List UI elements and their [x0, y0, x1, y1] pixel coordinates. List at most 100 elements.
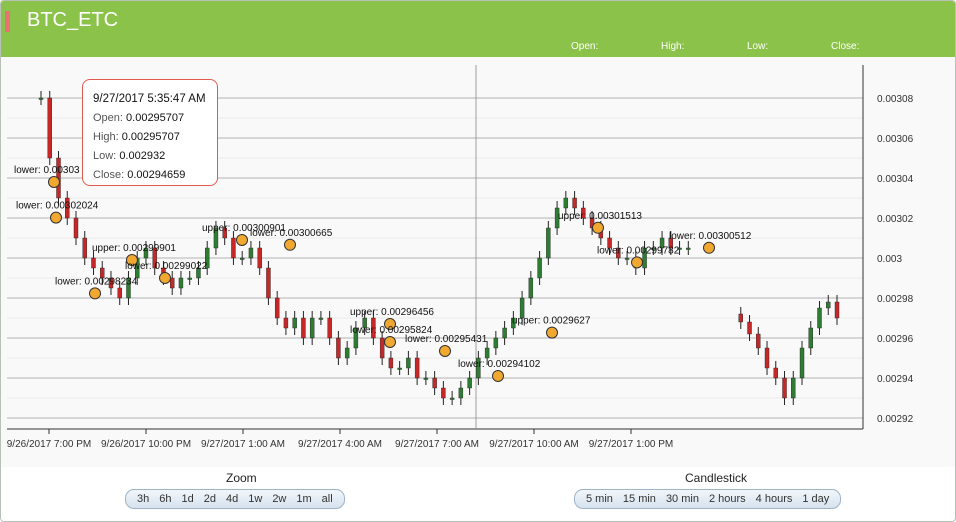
candle-body-9[interactable]	[117, 287, 122, 299]
annotation-marker-12[interactable]	[592, 221, 604, 234]
candle-body-44[interactable]	[423, 377, 429, 380]
candle-body-24[interactable]	[248, 247, 254, 259]
candle-body-47[interactable]	[449, 397, 455, 400]
zoom-button-7[interactable]: 1m	[296, 493, 312, 505]
candle-body-41[interactable]	[397, 367, 402, 370]
candle-body-39[interactable]	[379, 337, 385, 359]
candle-body-87[interactable]	[799, 347, 805, 379]
annotation-marker-11[interactable]	[546, 326, 558, 339]
candle-body-31[interactable]	[309, 317, 315, 339]
candle-body-81[interactable]	[747, 321, 752, 335]
candle-body-25[interactable]	[257, 247, 262, 269]
candle-body-23[interactable]	[239, 257, 245, 260]
candle-body-13[interactable]	[152, 247, 157, 269]
candle-body-91[interactable]	[834, 301, 840, 319]
candle-body-0[interactable]	[38, 97, 44, 100]
candle-body-82[interactable]	[756, 333, 761, 349]
candlestick-button-3[interactable]: 2 hours	[708, 493, 746, 505]
annotation-marker-2[interactable]	[89, 287, 101, 300]
candle-body-73[interactable]	[677, 247, 682, 250]
annotation-marker-0[interactable]	[48, 176, 60, 188]
candle-body-48[interactable]	[458, 387, 464, 399]
candle-body-7[interactable]	[100, 267, 105, 279]
candle-body-58[interactable]	[546, 227, 551, 259]
candle-body-15[interactable]	[170, 277, 175, 289]
candle-body-50[interactable]	[476, 357, 481, 379]
candle-body-85[interactable]	[782, 377, 787, 399]
candle-body-53[interactable]	[502, 327, 507, 339]
candle-body-27[interactable]	[274, 297, 280, 319]
candle-body-38[interactable]	[371, 317, 376, 339]
candle-body-69[interactable]	[642, 247, 647, 269]
candle-body-59[interactable]	[554, 207, 560, 229]
candle-body-86[interactable]	[791, 377, 796, 399]
zoom-button-8[interactable]: all	[321, 493, 333, 505]
candlestick-button-2[interactable]: 30 min	[665, 493, 699, 505]
annotation-marker-7[interactable]	[384, 318, 396, 330]
candle-body-29[interactable]	[292, 317, 297, 329]
annotation-marker-14[interactable]	[703, 241, 715, 254]
candle-body-45[interactable]	[432, 377, 437, 389]
annotation-marker-13[interactable]	[631, 256, 643, 269]
candle-body-56[interactable]	[528, 277, 534, 299]
zoom-button-4[interactable]: 4d	[226, 493, 239, 505]
candle-body-19[interactable]	[204, 247, 210, 269]
candle-body-26[interactable]	[266, 267, 271, 299]
candle-body-67[interactable]	[624, 257, 630, 260]
candlestick-button-5[interactable]: 1 day	[802, 493, 830, 505]
candle-body-33[interactable]	[327, 317, 332, 339]
candle-body-22[interactable]	[231, 237, 236, 259]
annotation-marker-4[interactable]	[159, 272, 171, 284]
candle-body-70[interactable]	[651, 247, 656, 250]
candle-body-51[interactable]	[484, 347, 490, 359]
candle-body-1[interactable]	[47, 97, 52, 159]
candle-body-89[interactable]	[817, 307, 822, 329]
candlestick-button-1[interactable]: 15 min	[622, 493, 656, 505]
annotation-marker-3[interactable]	[126, 254, 138, 266]
candle-body-18[interactable]	[196, 267, 201, 279]
candle-body-88[interactable]	[808, 327, 813, 349]
candle-body-52[interactable]	[493, 337, 499, 349]
candle-body-40[interactable]	[388, 357, 394, 369]
candle-body-60[interactable]	[563, 197, 569, 209]
candle-body-71[interactable]	[659, 237, 665, 249]
annotation-marker-6[interactable]	[284, 238, 296, 251]
candle-body-43[interactable]	[414, 357, 420, 379]
zoom-button-6[interactable]: 2w	[272, 493, 287, 505]
candlestick-button-0[interactable]: 5 min	[586, 493, 613, 505]
candle-body-55[interactable]	[519, 297, 525, 319]
candle-body-28[interactable]	[283, 317, 289, 329]
candle-body-12[interactable]	[143, 247, 149, 259]
candle-body-21[interactable]	[222, 227, 227, 239]
annotation-marker-1[interactable]	[50, 211, 62, 224]
candle-body-5[interactable]	[82, 237, 87, 259]
candle-body-3[interactable]	[65, 197, 70, 219]
candle-body-32[interactable]	[318, 317, 324, 320]
candle-body-54[interactable]	[511, 317, 516, 329]
candle-body-46[interactable]	[441, 387, 446, 399]
candle-body-65[interactable]	[607, 237, 612, 249]
zoom-button-2[interactable]: 1d	[181, 493, 194, 505]
candle-body-8[interactable]	[108, 277, 114, 289]
candle-body-66[interactable]	[616, 247, 621, 259]
candle-body-90[interactable]	[826, 301, 831, 309]
candle-body-49[interactable]	[467, 377, 472, 389]
candle-body-62[interactable]	[581, 207, 586, 219]
zoom-button-5[interactable]: 1w	[248, 493, 263, 505]
candle-body-37[interactable]	[362, 317, 367, 329]
zoom-button-3[interactable]: 2d	[203, 493, 216, 505]
candle-body-17[interactable]	[187, 277, 192, 280]
candle-body-30[interactable]	[301, 317, 306, 339]
zoom-button-1[interactable]: 6h	[159, 493, 172, 505]
candle-body-35[interactable]	[344, 347, 350, 359]
annotation-marker-9[interactable]	[439, 345, 451, 357]
annotation-marker-5[interactable]	[236, 234, 248, 246]
annotation-marker-10[interactable]	[492, 370, 504, 382]
candle-body-72[interactable]	[668, 237, 674, 249]
candle-body-84[interactable]	[773, 367, 778, 379]
candle-body-80[interactable]	[738, 313, 743, 323]
candle-body-83[interactable]	[764, 347, 770, 369]
candle-body-36[interactable]	[353, 327, 359, 349]
candle-body-57[interactable]	[537, 257, 542, 279]
candlestick-button-4[interactable]: 4 hours	[755, 493, 793, 505]
